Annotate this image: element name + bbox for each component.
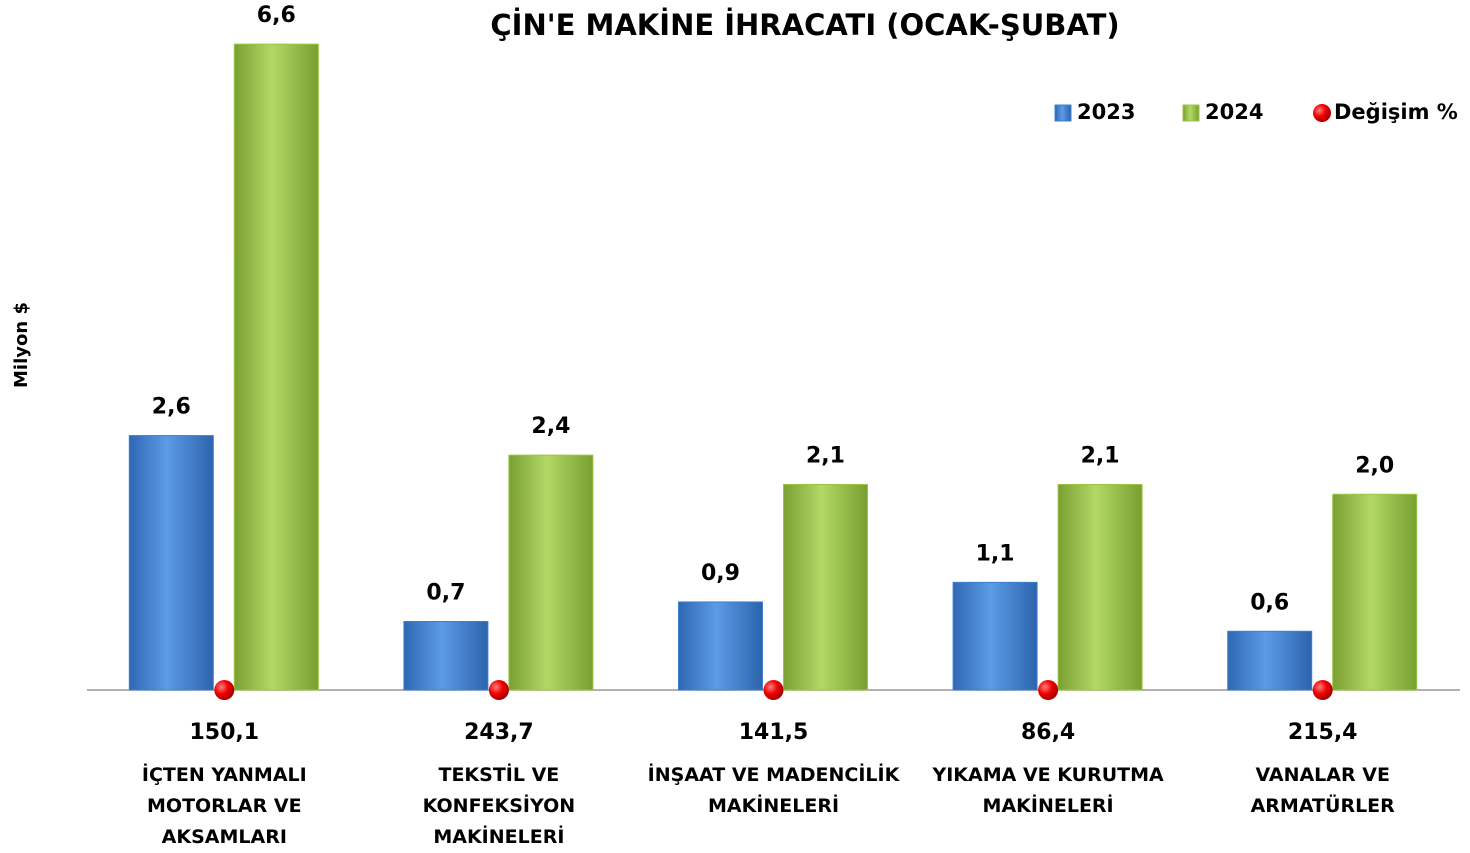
value-label: 2,1 xyxy=(1081,444,1120,469)
bar xyxy=(508,454,594,691)
x-tick-label: VANALAR VE ARMATÜRLER xyxy=(1250,764,1395,817)
change-dot xyxy=(1312,680,1333,700)
value-label: 1,1 xyxy=(976,541,1015,566)
value-label: 0,9 xyxy=(701,561,740,586)
x-tick-label: TEKSTİL VE KONFEKSİYON MAKİNELERİ xyxy=(422,764,576,848)
change-label: 141,5 xyxy=(739,720,809,745)
value-label: 2,4 xyxy=(531,414,570,439)
x-tick-label: İNŞAAT VE MADENCİLİK MAKİNELERİ xyxy=(647,764,900,817)
legend-label: 2024 xyxy=(1205,100,1263,124)
change-dot xyxy=(763,680,784,700)
bar xyxy=(233,43,319,691)
legend-swatch xyxy=(1054,104,1072,122)
value-label: 0,6 xyxy=(1250,590,1289,615)
bar xyxy=(1227,630,1313,691)
change-dot xyxy=(214,680,235,700)
legend-swatch xyxy=(1182,104,1200,122)
bar xyxy=(1057,484,1143,691)
change-dot xyxy=(488,680,509,700)
legend-label: Değişim % xyxy=(1334,100,1458,124)
legend-label: 2023 xyxy=(1077,100,1135,124)
change-label: 150,1 xyxy=(190,720,260,745)
x-tick-label: İÇTEN YANMALI MOTORLAR VE AKSAMLARI xyxy=(141,764,307,848)
bar xyxy=(678,601,763,691)
value-label: 0,7 xyxy=(426,581,465,606)
value-label: 2,0 xyxy=(1355,453,1394,478)
value-label: 6,6 xyxy=(257,3,296,28)
change-label: 243,7 xyxy=(464,720,534,745)
change-label: 215,4 xyxy=(1288,720,1358,745)
bar xyxy=(403,621,489,691)
bar xyxy=(128,435,214,691)
value-label: 2,1 xyxy=(806,444,845,469)
bar xyxy=(783,484,868,691)
bar xyxy=(952,581,1038,691)
chart-title: ÇİN'E MAKİNE İHRACATI (OCAK-ŞUBAT) xyxy=(490,8,1119,42)
change-label: 86,4 xyxy=(1021,720,1075,745)
x-tick-label: YIKAMA VE KURUTMA MAKİNELERİ xyxy=(932,764,1164,817)
value-label: 2,6 xyxy=(152,395,191,420)
legend-swatch xyxy=(1313,104,1331,122)
y-axis-label: Milyon $ xyxy=(11,302,32,388)
bar xyxy=(1332,493,1418,691)
change-dot xyxy=(1038,680,1059,700)
